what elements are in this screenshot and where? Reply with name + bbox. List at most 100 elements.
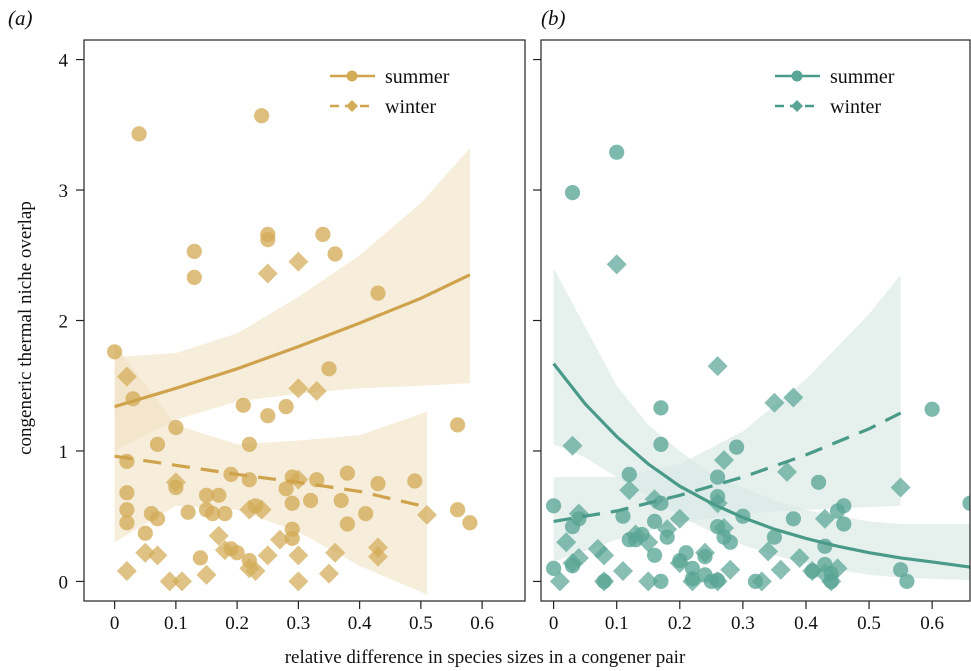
winter-point-b — [556, 532, 577, 553]
winter-point-a — [116, 560, 137, 581]
summer-point-b — [546, 498, 562, 514]
summer-point-a — [149, 511, 166, 527]
y-axis-title: congeneric thermal niche overlap — [15, 201, 36, 455]
winter-point-a — [288, 469, 309, 490]
panel-label-b: (b) — [541, 6, 566, 30]
x-tick-label-b: 0.1 — [605, 613, 629, 634]
summer-point-b — [811, 474, 827, 490]
winter-point-b — [619, 480, 640, 501]
summer-point-b — [647, 513, 663, 530]
summer-point-a — [137, 525, 153, 541]
y-tick-label-a: 4 — [59, 51, 69, 72]
summer-point-a — [186, 243, 202, 259]
summer-point-a — [180, 504, 196, 520]
summer-point-a — [235, 397, 251, 413]
winter-point-a — [368, 546, 388, 567]
summer-point-b — [766, 529, 783, 545]
summer-point-b — [684, 560, 701, 577]
x-axis-title: relative difference in species sizes in … — [285, 647, 686, 668]
winter-point-b — [613, 560, 634, 581]
winter-point-b — [720, 559, 741, 580]
summer-point-a — [131, 126, 147, 142]
legend-marker-winter-b — [791, 100, 803, 112]
summer-point-a — [450, 417, 466, 433]
summer-point-a — [260, 232, 276, 248]
winter-point-b — [713, 517, 734, 538]
legend-label-summer-a: summer — [385, 66, 450, 88]
winter-point-b — [713, 450, 734, 471]
summer-point-a — [119, 515, 135, 531]
confidence-bands-a — [114, 148, 470, 595]
x-tick-label-a: 0.4 — [348, 613, 372, 634]
panel-a: (a) 0 0.1 0.2 0.3 0.4 0.5 0.6 0 1 2 3 4 summer winte… — [8, 6, 526, 634]
winter-fit-line-b — [553, 411, 902, 523]
winter-point-b — [802, 560, 823, 581]
legend-a: summer winter — [330, 66, 450, 118]
winter-point-b — [821, 571, 842, 592]
winter-point-a — [288, 545, 309, 566]
summer-point-b — [609, 144, 625, 160]
confidence-band-winter-a — [114, 344, 427, 595]
legend-marker-winter-a — [346, 100, 358, 112]
summer-point-b — [710, 469, 726, 485]
winter-point-a — [257, 263, 278, 284]
x-tick-label-a: 0 — [110, 613, 120, 634]
summer-point-b — [893, 562, 909, 578]
winter-point-a — [288, 571, 309, 592]
summer-point-a — [119, 485, 135, 501]
summer-point-b — [615, 508, 631, 524]
summer-point-a — [327, 246, 343, 262]
summer-point-a — [339, 516, 355, 532]
panel-b: (b) 0 0.1 0.2 0.3 0.4 0.5 0.6 summer winter — [533, 6, 971, 634]
x-tick-label-a: 0.6 — [470, 613, 494, 634]
winter-point-b — [707, 356, 728, 377]
summer-point-a — [241, 436, 257, 452]
x-tick-label-a: 0.1 — [164, 613, 188, 634]
y-tick-label-a: 1 — [59, 442, 69, 463]
winter-point-a — [251, 499, 272, 520]
winter-point-a — [172, 571, 192, 592]
winter-point-b — [751, 571, 772, 592]
winter-point-b — [594, 545, 615, 566]
winter-point-b — [638, 532, 659, 553]
summer-point-a — [217, 505, 233, 522]
summer-point-b — [546, 560, 562, 577]
winter-point-a — [319, 563, 339, 584]
summer-point-a — [309, 472, 325, 488]
x-tick-label-a: 0.5 — [409, 613, 433, 634]
summer-fit-line-a — [114, 273, 471, 409]
winter-point-b — [777, 461, 798, 482]
winter-point-a — [196, 564, 217, 585]
legend-b: summer winter — [775, 66, 895, 118]
summer-point-b — [785, 511, 802, 527]
winter-point-b — [669, 553, 690, 574]
summer-point-a — [370, 285, 386, 301]
winter-point-b — [814, 508, 835, 529]
summer-point-a — [321, 361, 337, 377]
summer-point-a — [168, 419, 184, 436]
winter-point-b — [789, 547, 810, 568]
legend-marker-summer-b — [791, 70, 803, 82]
winter-point-a — [214, 540, 235, 561]
data-points-a — [107, 108, 478, 592]
summer-point-b — [621, 466, 637, 482]
winter-point-a — [417, 504, 437, 525]
winter-point-b — [638, 571, 659, 592]
x-tick-label-b: 0.2 — [668, 613, 692, 634]
legend-label-summer-b: summer — [830, 66, 895, 88]
winter-point-b — [625, 524, 646, 545]
summer-point-a — [119, 502, 135, 518]
summer-point-a — [260, 408, 276, 424]
winter-point-b — [682, 571, 703, 592]
x-tick-label-b: 0.4 — [794, 613, 818, 634]
data-points-b — [546, 144, 970, 592]
summer-point-b — [729, 439, 745, 455]
winter-point-a — [147, 545, 168, 566]
summer-point-a — [211, 487, 227, 503]
winter-point-b — [562, 435, 583, 456]
legend-label-winter-a: winter — [385, 96, 436, 118]
summer-point-a — [333, 492, 349, 509]
winter-point-a — [116, 366, 137, 387]
confidence-bands-b — [553, 268, 970, 581]
winter-point-b — [562, 553, 583, 574]
